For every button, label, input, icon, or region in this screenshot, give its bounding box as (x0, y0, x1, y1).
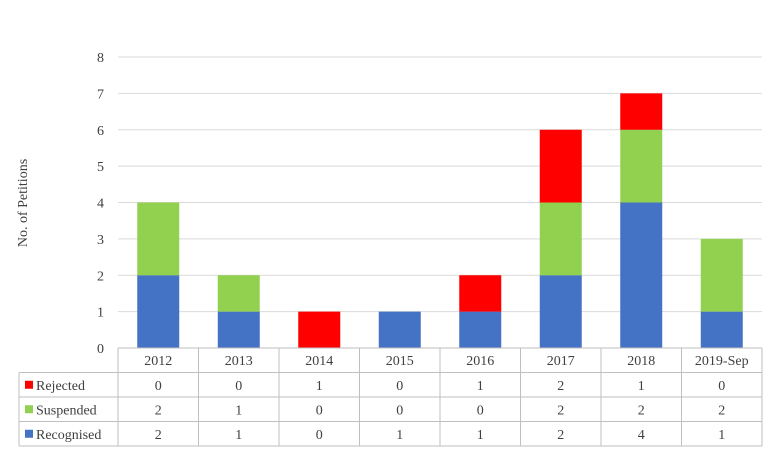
bars (137, 93, 743, 348)
table-value: 1 (316, 379, 323, 394)
table-value: 2 (638, 403, 645, 418)
table-value: 1 (396, 428, 403, 443)
y-tick-label: 4 (97, 197, 104, 212)
x-tick-label: 2014 (305, 354, 333, 369)
table-value: 1 (477, 379, 484, 394)
table-value: 0 (396, 403, 403, 418)
table-value: 0 (477, 403, 484, 418)
table-value: 0 (316, 403, 323, 418)
bar-suspended-2018 (620, 129, 663, 203)
bar-rejected-2014 (298, 311, 341, 348)
table-value: 2 (155, 403, 162, 418)
bar-recognised-2016 (459, 311, 502, 348)
table-value: 0 (235, 379, 242, 394)
y-tick-label: 8 (97, 51, 104, 66)
x-tick-label: 2018 (627, 354, 655, 369)
table-value: 1 (477, 428, 484, 443)
bar-rejected-2017 (539, 129, 582, 203)
data-table: 2012 2013 2014 2015 2016 2017 2018 2019-SepReje… (18, 347, 763, 447)
bar-recognised-2018 (620, 202, 663, 348)
x-tick-label: 2013 (225, 354, 253, 369)
legend-key-recognised (25, 429, 33, 438)
bar-rejected-2016 (459, 275, 502, 312)
y-tick-label: 1 (97, 306, 104, 321)
bar-suspended-2013 (217, 275, 260, 312)
table-value: 2 (557, 428, 564, 443)
table-value: 2 (557, 379, 564, 394)
table-value: 0 (316, 428, 323, 443)
table-value: 2 (718, 403, 725, 418)
y-tick-label: 5 (97, 160, 104, 175)
legend-label: Rejected (36, 379, 85, 394)
bar-rejected-2018 (620, 93, 663, 130)
legend-label: Recognised (36, 428, 101, 443)
table-value: 1 (638, 379, 645, 394)
x-tick-label: 2015 (386, 354, 414, 369)
y-tick-label: 7 (97, 87, 104, 102)
table-value: 0 (396, 379, 403, 394)
bar-recognised-2015 (378, 311, 421, 348)
table-value: 2 (557, 403, 564, 418)
legend-key-suspended (25, 405, 33, 414)
y-tick-label: 6 (97, 124, 104, 139)
table-value: 2 (155, 428, 162, 443)
x-tick-label: 2016 (466, 354, 494, 369)
legend-label: Suspended (36, 403, 97, 418)
bar-recognised-2017 (539, 275, 582, 348)
bar-recognised-2019-sep (700, 311, 743, 348)
bar-suspended-2012 (137, 202, 180, 276)
x-tick-label: 2019-Sep (695, 354, 749, 369)
bar-recognised-2012 (137, 275, 180, 348)
gridlines (118, 56, 762, 313)
y-tick-label: 2 (97, 269, 104, 284)
table-value: 0 (155, 379, 162, 394)
y-axis-label: No. of Petitions (16, 159, 31, 247)
y-axis-ticks: 0 1 2 3 4 5 6 7 8 (97, 51, 104, 357)
table-value: 1 (235, 428, 242, 443)
table-value: 0 (718, 379, 725, 394)
legend-key-rejected (25, 380, 33, 389)
x-tick-label: 2012 (144, 354, 172, 369)
y-tick-label: 3 (97, 233, 104, 248)
bar-recognised-2013 (217, 311, 260, 348)
table-value: 4 (638, 428, 645, 443)
table-value: 1 (718, 428, 725, 443)
table-value: 1 (235, 403, 242, 418)
bar-suspended-2017 (539, 202, 582, 276)
x-tick-label: 2017 (547, 354, 575, 369)
bar-suspended-2019-sep (700, 238, 743, 312)
y-tick-label: 0 (97, 342, 104, 357)
